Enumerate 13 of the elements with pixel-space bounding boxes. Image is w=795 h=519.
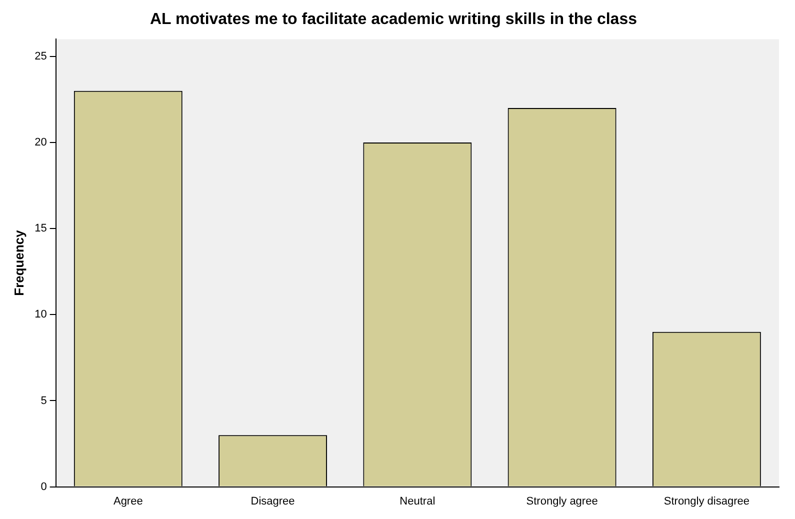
y-tick-label: 15 — [34, 222, 47, 235]
x-tick-label: Neutral — [400, 495, 436, 508]
x-tick-label: Disagree — [250, 495, 295, 508]
chart-title: AL motivates me to facilitate academic writing skills in the class — [150, 11, 638, 28]
y-tick-label: 25 — [34, 50, 47, 62]
x-tick-label: Strongly disagree — [664, 495, 750, 508]
y-tick-label: 5 — [40, 394, 47, 407]
x-tick-label: Strongly agree — [526, 495, 598, 508]
y-axis-title: Frequency — [11, 229, 26, 296]
y-tick-label: 10 — [34, 308, 47, 321]
y-tick-label: 0 — [40, 480, 47, 493]
x-tick-label: Agree — [113, 495, 143, 508]
y-tick-label: 20 — [34, 136, 47, 149]
